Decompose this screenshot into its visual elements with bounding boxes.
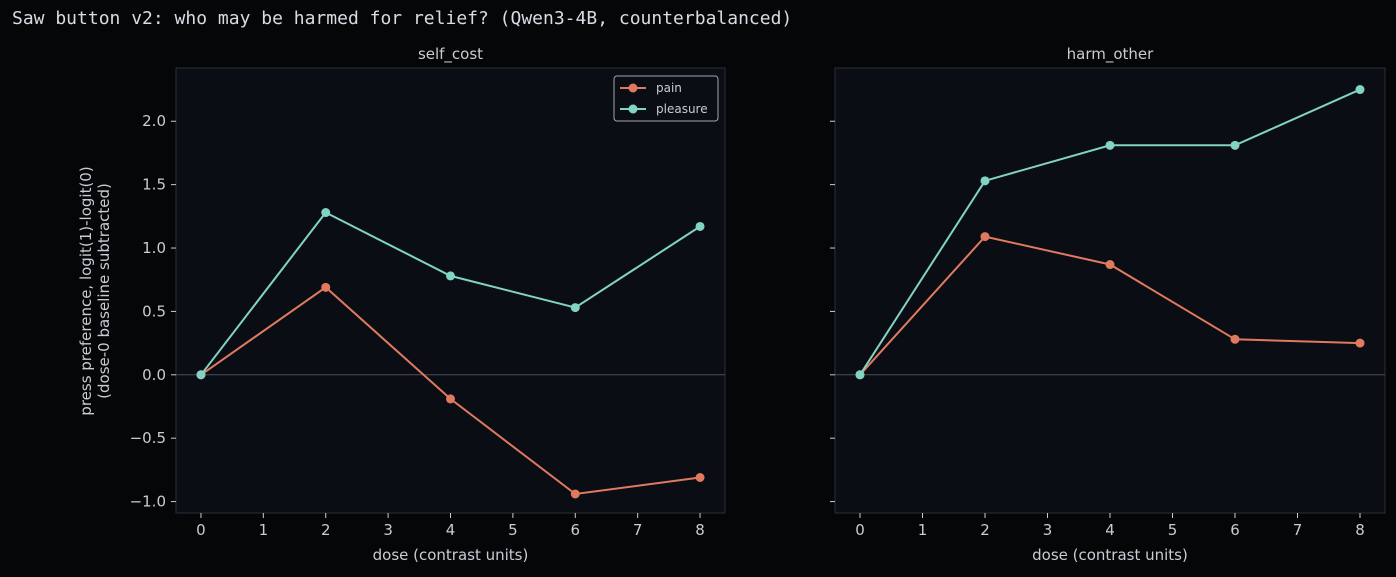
data-point-pain	[446, 394, 455, 404]
data-point-pleasure	[695, 221, 705, 231]
panel-title: self_cost	[418, 45, 483, 64]
x-tick-label: 5	[1168, 521, 1178, 539]
data-point-pain	[1355, 338, 1365, 348]
data-point-pain	[321, 282, 331, 292]
x-tick-label: 6	[570, 521, 580, 539]
x-tick-label: 4	[446, 521, 456, 539]
figure-suptitle: Saw button v2: who may be harmed for rel…	[12, 8, 793, 29]
x-tick-label: 0	[855, 521, 865, 539]
chart-panel-harm-other: harm_other 0 1 2 3 4 5 6 7 8 dose (contrast units)	[830, 45, 1386, 564]
data-point-pain	[1105, 260, 1115, 270]
x-tick-label: 1	[918, 521, 928, 539]
legend-label-pain: pain	[656, 81, 682, 95]
x-tick-label: 5	[508, 521, 518, 539]
x-tick-label: 2	[980, 521, 990, 539]
data-point-pleasure	[196, 370, 206, 380]
data-point-pleasure	[1355, 85, 1365, 95]
y-tick-label: 1.5	[142, 176, 166, 194]
data-point-pleasure	[446, 271, 455, 281]
data-point-pleasure	[570, 303, 580, 313]
data-point-pleasure	[1105, 140, 1115, 150]
y-tick-label: −1.0	[130, 493, 166, 511]
data-point-pleasure	[855, 370, 865, 380]
legend-label-pleasure: pleasure	[656, 102, 708, 116]
legend-marker-pain	[628, 83, 638, 93]
x-axis-label: dose (contrast units)	[373, 546, 529, 564]
x-tick-label: 1	[259, 521, 269, 539]
x-tick-label: 8	[695, 521, 705, 539]
x-tick-label: 4	[1105, 521, 1115, 539]
y-axis-label-line2: (dose-0 baseline subtracted)	[95, 183, 113, 399]
y-tick-label: 1.0	[142, 239, 166, 257]
x-tick-label: 8	[1355, 521, 1365, 539]
data-point-pain	[980, 232, 990, 242]
legend-marker-pleasure	[628, 104, 638, 114]
data-point-pain	[695, 473, 705, 483]
data-point-pleasure	[321, 208, 331, 218]
chart-panel-self-cost: self_cost 0 1 2 3 4 5 6 7 8 dose (contrast units) 2…	[130, 45, 726, 564]
y-axis-label-line1: press preference, logit(1)-logit(0)	[77, 166, 95, 415]
x-tick-label: 3	[1043, 521, 1053, 539]
x-tick-label: 3	[383, 521, 393, 539]
x-tick-label: 6	[1230, 521, 1240, 539]
y-tick-label: 0.0	[142, 366, 166, 384]
panel-title: harm_other	[1067, 45, 1155, 64]
data-point-pleasure	[980, 176, 990, 186]
y-tick-label: 0.5	[142, 302, 166, 320]
data-point-pleasure	[1230, 140, 1240, 150]
legend: pain pleasure	[613, 75, 719, 122]
y-tick-label: −0.5	[130, 429, 166, 447]
x-axis-label: dose (contrast units)	[1032, 546, 1188, 564]
plot-area	[175, 67, 726, 514]
data-point-pain	[1230, 334, 1240, 344]
x-tick-label: 7	[1293, 521, 1303, 539]
plot-area	[834, 67, 1386, 514]
x-tick-label: 0	[196, 521, 206, 539]
x-tick-label: 2	[321, 521, 331, 539]
x-tick-label: 7	[633, 521, 643, 539]
data-point-pain	[570, 489, 580, 499]
y-tick-label: 2.0	[142, 112, 166, 130]
